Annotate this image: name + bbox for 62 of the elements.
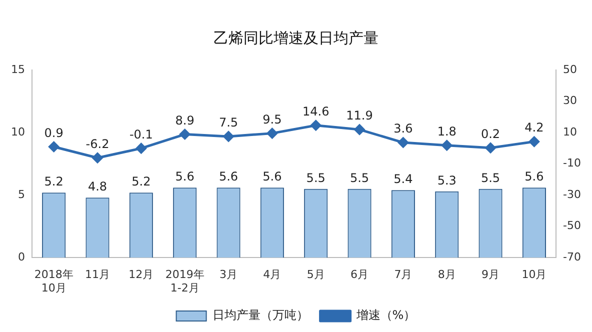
data-label: -0.1 — [129, 127, 153, 142]
data-label: 9.5 — [262, 112, 282, 126]
y2-tick-label: -50 — [563, 219, 581, 232]
x-tick-label: 7月 — [394, 268, 412, 282]
legend-label: 增速（%） — [355, 308, 416, 322]
y2-tick-label: -30 — [563, 188, 581, 201]
point — [528, 136, 540, 147]
y-tick-label: 15 — [10, 62, 25, 76]
point — [223, 131, 234, 142]
data-label: 4.8 — [88, 180, 108, 194]
point — [92, 152, 103, 164]
y-tick-label: 5 — [18, 188, 25, 201]
x-tick-label: 10月 — [522, 268, 547, 282]
x-tick-label: 4月 — [263, 268, 282, 282]
point — [180, 129, 190, 140]
x-tick-label: 11月 — [85, 268, 110, 282]
data-label: -6.2 — [86, 136, 110, 151]
data-label: 5.2 — [44, 174, 64, 189]
y2-tick-label: 30 — [563, 94, 578, 108]
y-tick-label: 10 — [10, 125, 25, 138]
data-label: 7.5 — [218, 116, 238, 130]
data-label: 0.9 — [44, 126, 64, 140]
y2-tick-label: 10 — [563, 125, 578, 138]
data-label: 0.2 — [480, 126, 500, 141]
point — [485, 142, 496, 154]
x-tick-label: 3月 — [220, 268, 238, 282]
point — [266, 128, 278, 139]
data-label: 5.5 — [480, 170, 500, 185]
data-label: 1.8 — [437, 124, 456, 138]
data-label: 5.6 — [524, 170, 544, 184]
data-label: 11.9 — [346, 108, 373, 123]
point — [310, 120, 322, 131]
x-tick-label: 5月 — [306, 268, 325, 282]
x-tick-label: 6月 — [350, 268, 369, 282]
point — [354, 124, 365, 135]
x-tick-label: 2018年 10月 — [34, 268, 74, 294]
data-label: 4.2 — [524, 120, 544, 135]
data-label: 5.3 — [437, 173, 456, 188]
data-label: 5.5 — [350, 170, 370, 185]
chart-title: 乙烯同比增速及日均产量 — [214, 28, 378, 47]
y2-tick-label: -70 — [563, 250, 581, 264]
x-tick-label: 9月 — [482, 268, 500, 282]
data-label: 5.4 — [394, 172, 413, 186]
x-tick-label: 2019年 1-2月 — [165, 268, 204, 294]
data-label: 14.6 — [302, 104, 330, 118]
y2-tick-label: -10 — [563, 156, 581, 170]
point — [442, 140, 452, 151]
data-label: 8.9 — [175, 113, 194, 128]
point — [48, 142, 60, 152]
point — [398, 137, 408, 148]
point — [136, 143, 146, 154]
legend-label: 日均产量（万吨） — [212, 308, 308, 322]
data-label: 5.2 — [132, 174, 151, 189]
data-label: 5.5 — [306, 170, 326, 185]
data-label: 3.6 — [394, 122, 413, 136]
x-tick-label: 8月 — [438, 268, 456, 282]
y2-tick-label: 50 — [563, 62, 578, 76]
data-label: 5.6 — [175, 170, 194, 184]
y-tick-label: 0 — [18, 250, 25, 264]
data-label: 5.6 — [218, 170, 238, 184]
x-tick-label: 12月 — [128, 268, 154, 282]
data-label: 5.6 — [262, 170, 282, 184]
